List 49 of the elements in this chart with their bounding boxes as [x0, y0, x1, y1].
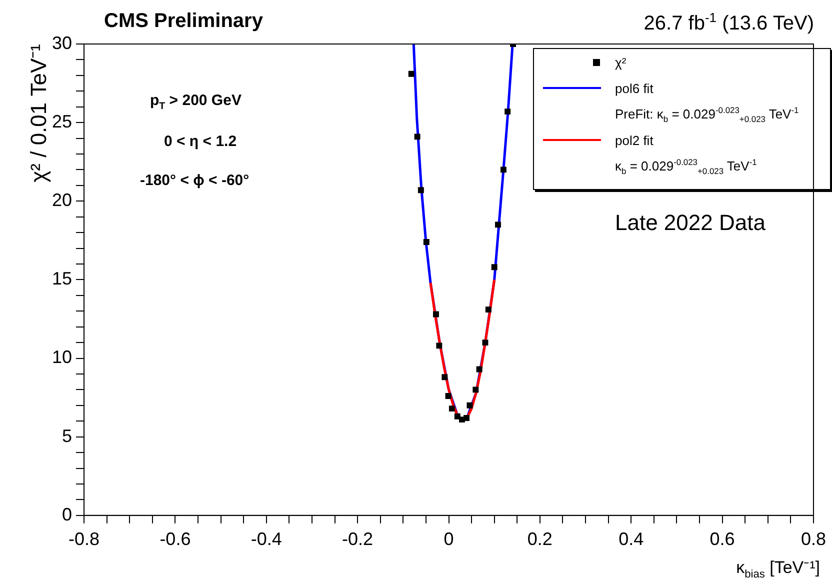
- point: [436, 342, 442, 349]
- annotation: 0 < η < 1.2: [164, 133, 237, 150]
- point: [476, 366, 482, 372]
- point: [495, 222, 501, 228]
- x-tick-label: 0.4: [618, 529, 644, 550]
- x-tick-label: 0.6: [710, 529, 735, 550]
- y-tick-label: 30: [52, 32, 72, 53]
- point: [448, 406, 455, 412]
- annotation: κ$_{b}$ = 0.029$^{-0.023}$$_{+0.023}$ TeV$^{-1}$: [615, 156, 757, 176]
- legend-label: χ²: [615, 54, 626, 70]
- y-tick-label: 25: [52, 112, 72, 132]
- legend-label: pol6 fit: [615, 80, 654, 96]
- x-tick-label: -0.8: [68, 529, 100, 550]
- annotation: -180° < ϕ < -60°: [140, 172, 250, 189]
- annotation: p$_{T}$ > 200 GeV: [150, 92, 242, 112]
- point: [418, 187, 424, 194]
- y-tick-label: 5: [62, 426, 72, 446]
- annotation: PreFit: κ$_{b}$ = 0.029$^{-0.023}$$_{+0.023}$ TeV$^{-1}$: [615, 104, 799, 124]
- y-axis-title: χ² / 0.01 TeV⁻¹: [25, 44, 52, 182]
- point: [485, 306, 492, 313]
- point: [445, 393, 452, 399]
- chart-title: CMS Preliminary: [104, 10, 263, 33]
- point: [442, 374, 448, 380]
- point: [500, 166, 506, 173]
- point: [504, 108, 511, 115]
- point: [454, 413, 460, 420]
- x-tick-label: 0.8: [800, 529, 826, 550]
- point: [482, 340, 488, 346]
- x-tick-label: 0: [444, 529, 454, 550]
- y-tick-label: 10: [52, 347, 72, 368]
- point: [464, 415, 470, 421]
- point: [466, 402, 473, 408]
- legend-label: pol2 fit: [615, 132, 654, 148]
- point: [408, 70, 414, 77]
- point: [414, 134, 420, 140]
- x-axis-title: κ$_{bias}$ [TeV⁻¹]: [736, 557, 820, 579]
- point: [433, 311, 439, 318]
- y-tick-label: 0: [62, 504, 72, 524]
- x-tick-label: -0.6: [160, 529, 191, 550]
- point: [491, 264, 498, 270]
- x-tick-label: -0.2: [342, 529, 374, 550]
- y-tick-label: 20: [52, 190, 72, 210]
- x-tick-label: -0.4: [250, 529, 282, 550]
- x-tick-label: 0.2: [527, 529, 552, 550]
- point: [472, 386, 479, 393]
- point: [423, 239, 430, 245]
- chart-subtitle: 26.7 fb$^{-1}$ (13.6 TeV): [644, 10, 814, 36]
- y-tick-label: 15: [52, 268, 72, 289]
- annotation: Late 2022 Data: [615, 210, 766, 236]
